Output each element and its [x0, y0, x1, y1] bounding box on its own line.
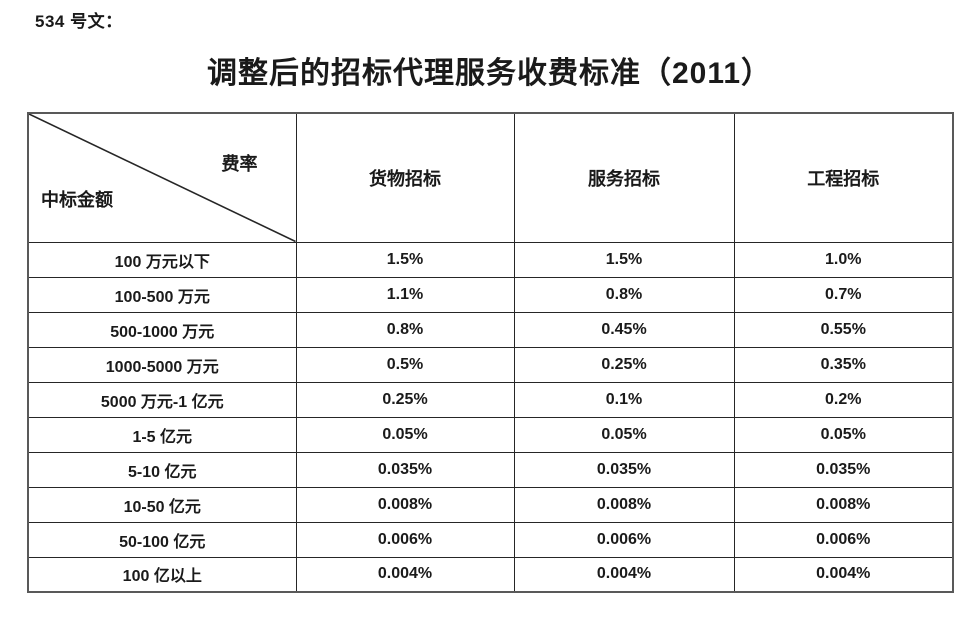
table-row: 500-1000 万元 0.8% 0.45% 0.55%	[27, 311, 954, 348]
table-body: 100 万元以下 1.5% 1.5% 1.0% 100-500 万元 1.1% 0.8% 0.…	[27, 241, 954, 593]
rate-value: 0.004%	[295, 556, 515, 593]
column-header-engineering: 工程招标	[733, 112, 954, 243]
rate-value: 0.035%	[295, 451, 515, 488]
rate-value: 0.05%	[295, 416, 515, 453]
rate-value: 0.008%	[295, 486, 515, 523]
rate-value: 0.006%	[295, 521, 515, 558]
row-label-amount-range: 100 亿以上	[27, 556, 297, 593]
rate-value: 0.006%	[733, 521, 954, 558]
fee-rate-table: 费率 中标金额 货物招标 服务招标 工程招标 100 万元以下 1.5% 1.5% 1…	[27, 112, 954, 593]
row-label-amount-range: 100-500 万元	[27, 276, 297, 313]
corner-label-amount: 中标金额	[41, 189, 113, 210]
row-label-amount-range: 1000-5000 万元	[27, 346, 297, 383]
row-label-amount-range: 10-50 亿元	[27, 486, 297, 523]
rate-value: 0.7%	[733, 276, 954, 313]
table-row: 5-10 亿元 0.035% 0.035% 0.035%	[27, 451, 954, 488]
rate-value: 0.2%	[733, 381, 954, 418]
rate-value: 0.1%	[513, 381, 735, 418]
row-label-amount-range: 5-10 亿元	[27, 451, 297, 488]
table-row: 100 万元以下 1.5% 1.5% 1.0%	[27, 241, 954, 278]
rate-value: 0.45%	[513, 311, 735, 348]
document-number-label: 534 号文：	[35, 12, 123, 31]
rate-value: 1.0%	[733, 241, 954, 278]
table-row: 10-50 亿元 0.008% 0.008% 0.008%	[27, 486, 954, 523]
rate-value: 0.05%	[733, 416, 954, 453]
row-label-amount-range: 1-5 亿元	[27, 416, 297, 453]
rate-value: 0.004%	[733, 556, 954, 593]
table-row: 50-100 亿元 0.006% 0.006% 0.006%	[27, 521, 954, 558]
rate-value: 0.8%	[513, 276, 735, 313]
column-header-service: 服务招标	[513, 112, 735, 243]
rate-value: 0.05%	[513, 416, 735, 453]
diagonal-header-cell: 费率 中标金额	[27, 112, 297, 243]
page-title: 调整后的招标代理服务收费标准（2011）	[206, 57, 773, 90]
table-row: 100-500 万元 1.1% 0.8% 0.7%	[27, 276, 954, 313]
row-label-amount-range: 500-1000 万元	[27, 311, 297, 348]
rate-value: 0.8%	[295, 311, 515, 348]
rate-value: 0.55%	[733, 311, 954, 348]
table-row: 100 亿以上 0.004% 0.004% 0.004%	[27, 556, 954, 593]
rate-value: 0.006%	[513, 521, 735, 558]
rate-value: 0.35%	[733, 346, 954, 383]
rate-value: 1.5%	[513, 241, 735, 278]
rate-value: 0.008%	[733, 486, 954, 523]
rate-value: 1.5%	[295, 241, 515, 278]
corner-label-rate: 费率	[221, 154, 258, 174]
rate-value: 0.008%	[513, 486, 735, 523]
column-header-goods: 货物招标	[295, 112, 515, 243]
rate-value: 0.5%	[295, 346, 515, 383]
rate-value: 0.004%	[513, 556, 735, 593]
rate-value: 0.25%	[513, 346, 735, 383]
row-label-amount-range: 5000 万元-1 亿元	[27, 381, 297, 418]
rate-value: 0.25%	[295, 381, 515, 418]
table-row: 5000 万元-1 亿元 0.25% 0.1% 0.2%	[27, 381, 954, 418]
header-row: 费率 中标金额 货物招标 服务招标 工程招标	[27, 112, 954, 243]
rate-value: 0.035%	[513, 451, 735, 488]
rate-value: 0.035%	[733, 451, 954, 488]
rate-value: 1.1%	[295, 276, 515, 313]
table-row: 1-5 亿元 0.05% 0.05% 0.05%	[27, 416, 954, 453]
row-label-amount-range: 50-100 亿元	[27, 521, 297, 558]
table-row: 1000-5000 万元 0.5% 0.25% 0.35%	[27, 346, 954, 383]
row-label-amount-range: 100 万元以下	[27, 241, 297, 278]
diagonal-divider-line	[29, 114, 296, 242]
